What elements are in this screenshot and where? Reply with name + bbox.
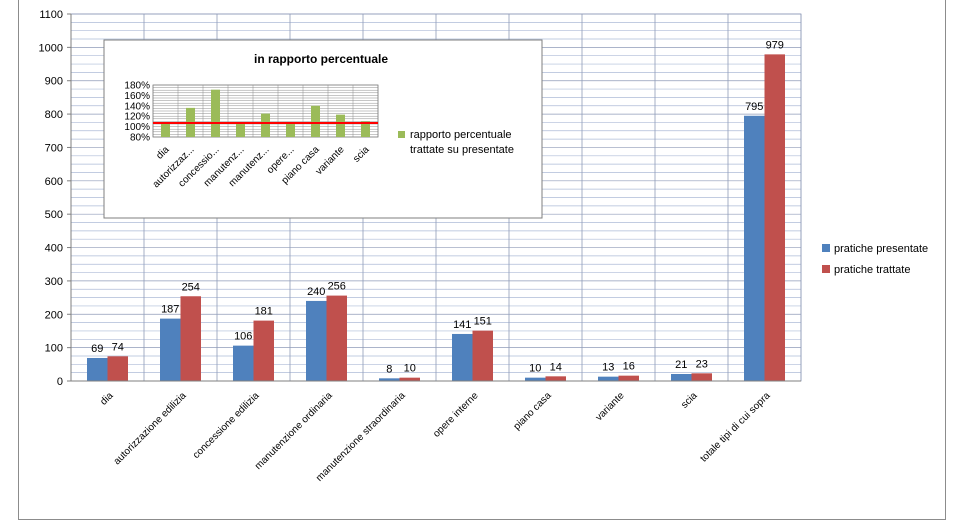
x-tick-label: totale tipi di cui sopra [698,390,773,465]
data-label: 69 [91,343,103,355]
legend-swatch [822,244,830,252]
inset-legend-swatch [398,131,405,138]
inset-legend-label: trattate su presentate [410,144,514,156]
inset-bar [161,122,170,137]
data-label: 74 [112,341,124,353]
bar [399,377,420,381]
inset-y-tick-label: 180% [124,81,150,92]
data-label: 256 [328,281,346,293]
inset-y-tick-label: 160% [124,91,150,102]
y-tick-label: 300 [45,276,63,288]
data-label: 8 [386,363,392,375]
legend: pratiche presentate pratiche trattate [822,243,928,276]
inset-bar [261,113,270,137]
data-label: 21 [675,359,687,371]
data-label: 106 [234,331,252,343]
x-tick-label: autorizzazione edilizia [112,390,189,467]
inset-y-tick-label: 120% [124,112,150,123]
bar [379,378,400,381]
inset-bar [236,122,245,137]
data-label: 187 [161,304,179,316]
inset-legend-label: rapporto percentuale [410,129,512,141]
bar [233,345,254,381]
bar [691,373,712,381]
data-label: 795 [745,101,763,113]
bar [452,333,473,381]
y-tick-label: 800 [45,109,63,121]
inset-bar [336,114,345,137]
bar [326,295,347,381]
data-label: 16 [623,361,635,373]
data-label: 14 [550,361,562,373]
inset-y-tick-label: 140% [124,101,150,112]
legend-swatch [822,265,830,273]
bar [180,296,201,381]
x-tick-label: manutenzione ordinaria [253,390,335,472]
bar [545,376,566,381]
x-tick-label: variante [594,390,627,423]
bar [472,330,493,381]
bar [160,318,181,381]
bar [253,320,274,381]
bar [671,373,692,381]
bar [87,357,108,381]
y-tick-label: 900 [45,76,63,88]
data-label: 240 [307,286,325,298]
bar-group [87,54,785,382]
y-tick-label: 400 [45,243,63,255]
y-tick-label: 500 [45,209,63,221]
x-tick-label: concessione edilizia [191,390,262,461]
inset-bar [311,105,320,137]
data-label: 13 [602,362,614,374]
inset-title: in rapporto percentuale [254,52,388,66]
data-labels: 69 187 106 240 8 141 10 13 21 795 74 254 181 256 10 151… [91,39,784,375]
inset-y-tick-label: 100% [124,122,150,133]
data-label: 10 [529,363,541,375]
bar [598,376,619,381]
data-label: 979 [766,39,784,51]
data-label: 151 [474,316,492,328]
x-tick-label: dia [98,390,116,408]
x-tick-label: piano casa [512,390,554,432]
inset-bar [286,122,295,137]
bar [764,54,785,382]
y-tick-label: 600 [45,176,63,188]
data-label: 23 [696,358,708,370]
y-tick-label: 700 [45,142,63,154]
y-tick-label: 0 [57,376,63,388]
y-tick-label: 200 [45,309,63,321]
inset-bar [211,89,220,137]
legend-label: pratiche trattate [834,264,910,276]
inset-chart: in rapporto percentuale 80%100%120%140%16… [103,39,543,219]
x-tick-label: scia [679,390,700,411]
data-label: 141 [453,319,471,331]
bar [107,356,128,381]
x-tick-label: opere interne [431,390,481,440]
data-label: 181 [255,306,273,318]
y-tick-label: 1100 [39,9,63,21]
bar [306,300,327,381]
inset-y-tick-label: 80% [130,133,150,144]
data-label: 254 [182,281,200,293]
data-label: 10 [404,363,416,375]
inset-bar [361,121,370,137]
y-tick-label: 100 [45,343,63,355]
bar [744,115,765,381]
y-tick-label: 1000 [39,42,63,54]
bar [525,377,546,381]
bar [618,375,639,381]
legend-label: pratiche presentate [834,243,928,255]
